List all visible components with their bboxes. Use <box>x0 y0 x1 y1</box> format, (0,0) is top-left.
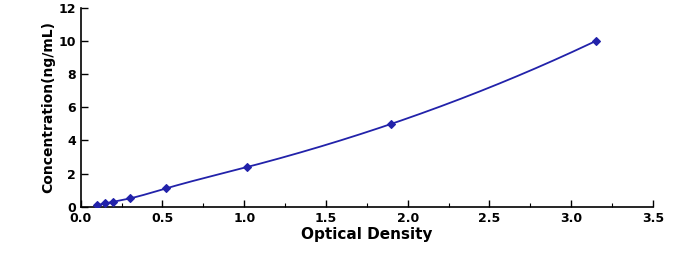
Y-axis label: Concentration(ng/mL): Concentration(ng/mL) <box>42 21 56 193</box>
X-axis label: Optical Density: Optical Density <box>301 227 433 242</box>
